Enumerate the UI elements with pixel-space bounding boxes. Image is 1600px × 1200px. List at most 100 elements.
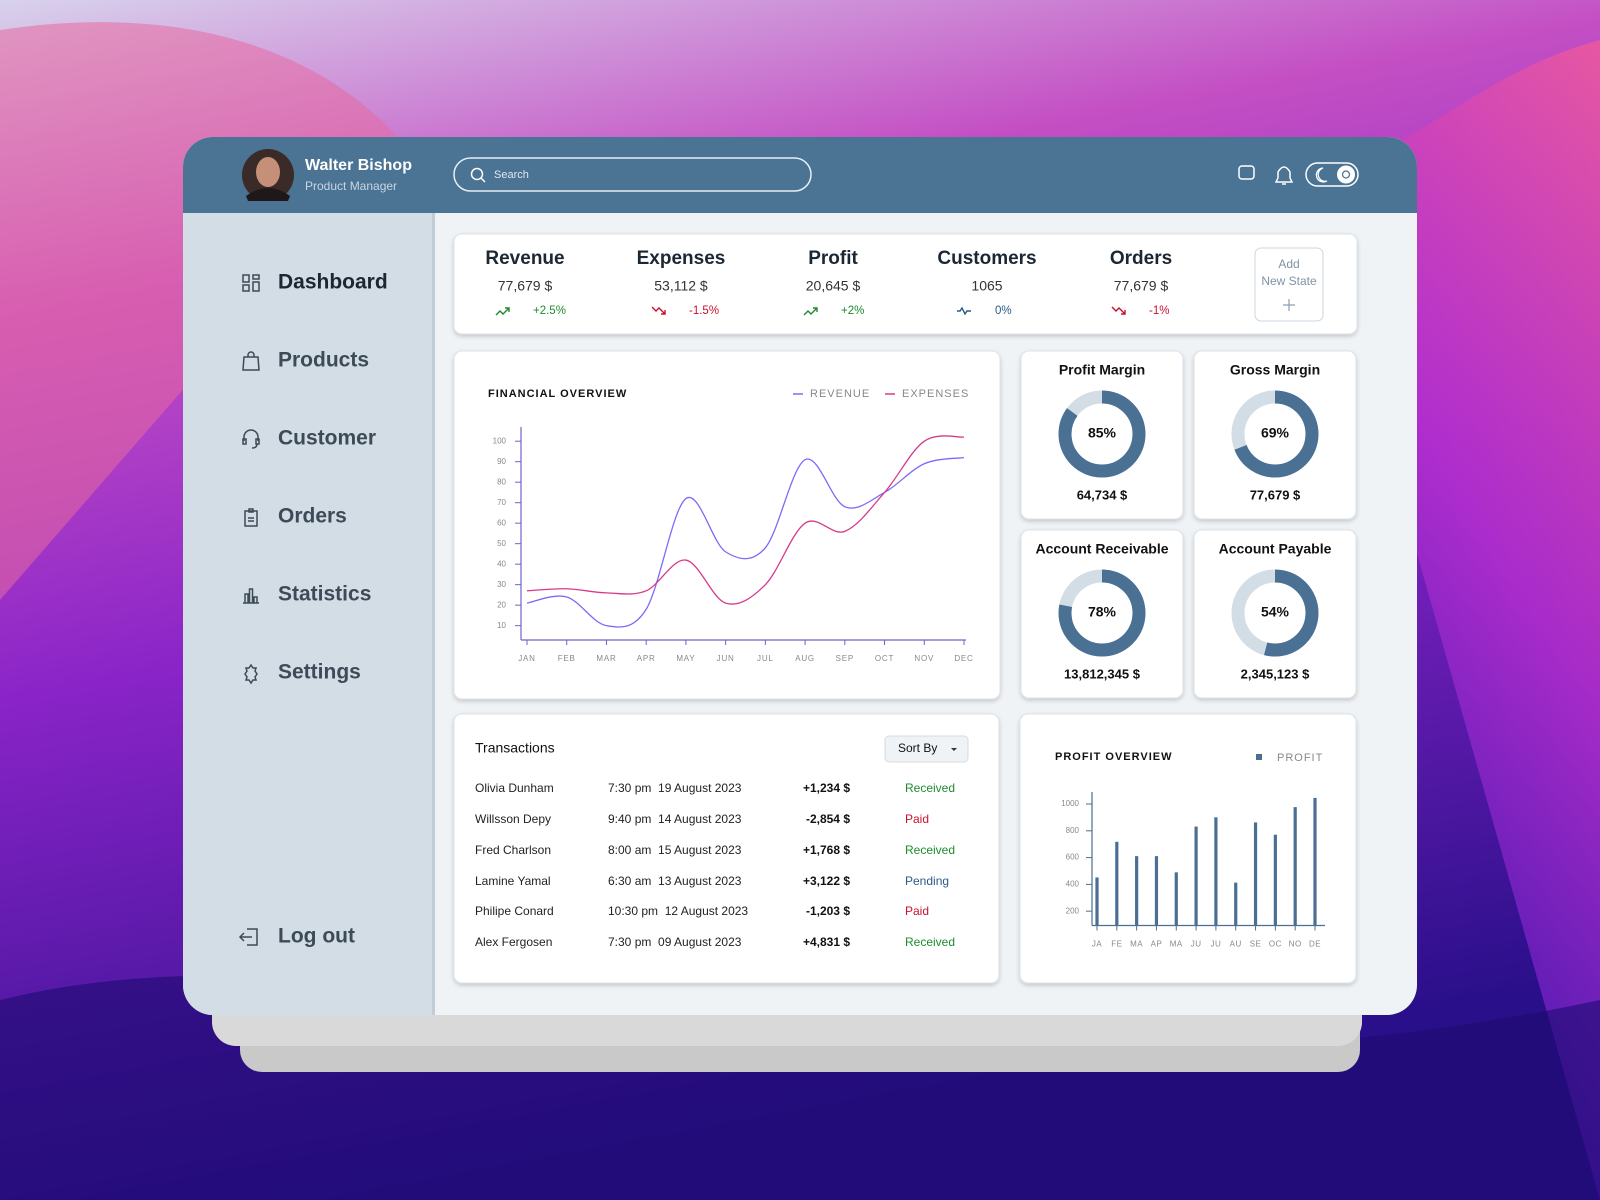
x-tick-label: JU	[1191, 940, 1202, 949]
donut-arc	[1231, 390, 1319, 478]
bar	[1115, 841, 1119, 926]
metric-title: Account Receivable	[1035, 541, 1168, 557]
nav-item[interactable]: Orders	[278, 505, 347, 528]
add-state-button[interactable]	[1254, 247, 1324, 322]
x-tick-label: MA	[1130, 940, 1143, 949]
x-tick-label: SEP	[836, 654, 854, 663]
transaction-time: 9:40 pm 14 August 2023	[608, 812, 742, 826]
y-tick-label: 90	[497, 457, 506, 466]
user-name: Walter Bishop	[305, 157, 412, 174]
legend-label: REVENUE	[810, 388, 870, 400]
search-placeholder: Search	[494, 169, 529, 181]
transaction-name: Fred Charlson	[475, 843, 551, 857]
trend-icon	[495, 307, 510, 316]
nav-icon	[242, 351, 260, 371]
donut-arc	[1058, 569, 1146, 657]
x-tick-label: JAN	[518, 654, 536, 663]
theme-toggle[interactable]	[1305, 162, 1359, 187]
transaction-amount: +1,234 $	[803, 781, 850, 795]
sort-button[interactable]	[884, 735, 969, 763]
y-tick-label: 1000	[1061, 799, 1079, 808]
x-tick-label: OCT	[875, 654, 894, 663]
y-tick-label: 400	[1066, 879, 1080, 888]
transaction-amount: +1,768 $	[803, 843, 850, 857]
x-tick-label: DEC	[954, 654, 973, 663]
stat-value: 77,679 $	[1114, 278, 1169, 294]
metric-title: Account Payable	[1219, 541, 1332, 557]
y-tick-label: 60	[497, 518, 506, 527]
toggle-knob	[1337, 165, 1355, 184]
legend-swatch	[1256, 754, 1262, 760]
bar	[1253, 822, 1258, 926]
nav-icon	[242, 274, 260, 292]
transaction-time: 10:30 pm 12 August 2023	[608, 904, 748, 918]
transaction-name: Philipe Conard	[475, 904, 554, 918]
nav-item[interactable]: Customer	[278, 427, 376, 450]
transaction-status: Paid	[905, 904, 929, 918]
y-tick-label: 10	[497, 621, 506, 630]
logout[interactable]: Log out	[278, 925, 355, 948]
y-tick-label: 20	[497, 600, 506, 609]
nav-icon	[242, 429, 260, 449]
metric-card	[1193, 529, 1357, 699]
transaction-status: Received	[905, 843, 955, 857]
nav-icon	[244, 663, 258, 685]
legend-label: EXPENSES	[902, 388, 969, 400]
chart-title: FINANCIAL OVERVIEW	[488, 388, 627, 400]
x-tick-label: MA	[1170, 940, 1183, 949]
transaction-status: Received	[905, 935, 955, 949]
stat-change: +2%	[841, 305, 864, 317]
nav-item[interactable]: Products	[278, 349, 369, 372]
y-tick-label: 600	[1066, 853, 1080, 862]
nav-icon	[243, 588, 259, 604]
line-series	[526, 435, 965, 605]
y-tick-label: 100	[493, 436, 507, 445]
trend-icon	[1111, 306, 1126, 315]
x-tick-label: JU	[1211, 940, 1222, 949]
donut-label: 69%	[1261, 425, 1290, 441]
transaction-time: 6:30 am 13 August 2023	[608, 874, 742, 888]
x-tick-label: AUG	[795, 654, 815, 663]
x-tick-label: AP	[1151, 940, 1163, 949]
add-state-label: New State	[1261, 274, 1317, 288]
nav-item[interactable]: Statistics	[278, 583, 371, 606]
chart-card	[453, 350, 1001, 700]
stat-title: Profit	[808, 248, 858, 269]
transaction-time: 8:00 am 15 August 2023	[608, 843, 742, 857]
bar	[1273, 834, 1277, 926]
nav-item[interactable]: Settings	[278, 661, 361, 684]
stat-value: 20,645 $	[806, 278, 861, 294]
add-state-label: Add	[1278, 257, 1299, 271]
transaction-time: 7:30 pm 09 August 2023	[608, 935, 742, 949]
metric-caption: 77,679 $	[1250, 487, 1301, 502]
stat-title: Orders	[1110, 248, 1172, 269]
bar	[1214, 817, 1218, 926]
transaction-time: 7:30 pm 19 August 2023	[608, 781, 742, 795]
search-box[interactable]	[453, 157, 812, 192]
donut-label: 85%	[1088, 425, 1117, 441]
x-tick-label: FE	[1111, 940, 1122, 949]
header	[183, 137, 1417, 213]
metric-title: Gross Margin	[1230, 362, 1320, 378]
stat-title: Expenses	[637, 248, 726, 269]
stat-change: 0%	[995, 305, 1012, 317]
bar	[1194, 826, 1198, 926]
transaction-amount: +3,122 $	[803, 874, 850, 888]
transaction-status: Pending	[905, 874, 949, 888]
nav-item[interactable]: Dashboard	[278, 271, 388, 294]
notifications-icon[interactable]	[1274, 166, 1294, 185]
y-tick-label: 30	[497, 580, 506, 589]
x-tick-label: NO	[1289, 940, 1302, 949]
stat-change: +2.5%	[533, 305, 566, 317]
sidebar-border	[432, 213, 435, 1015]
x-tick-label: MAY	[676, 654, 695, 663]
x-tick-label: MAR	[596, 654, 616, 663]
donut-arc	[1058, 390, 1146, 478]
search-icon	[480, 177, 486, 183]
donut-label: 54%	[1261, 604, 1290, 620]
messages-icon[interactable]	[1238, 165, 1255, 180]
chart-card	[1019, 713, 1357, 984]
transaction-amount: -2,854 $	[806, 812, 850, 826]
sidebar	[183, 213, 434, 1015]
